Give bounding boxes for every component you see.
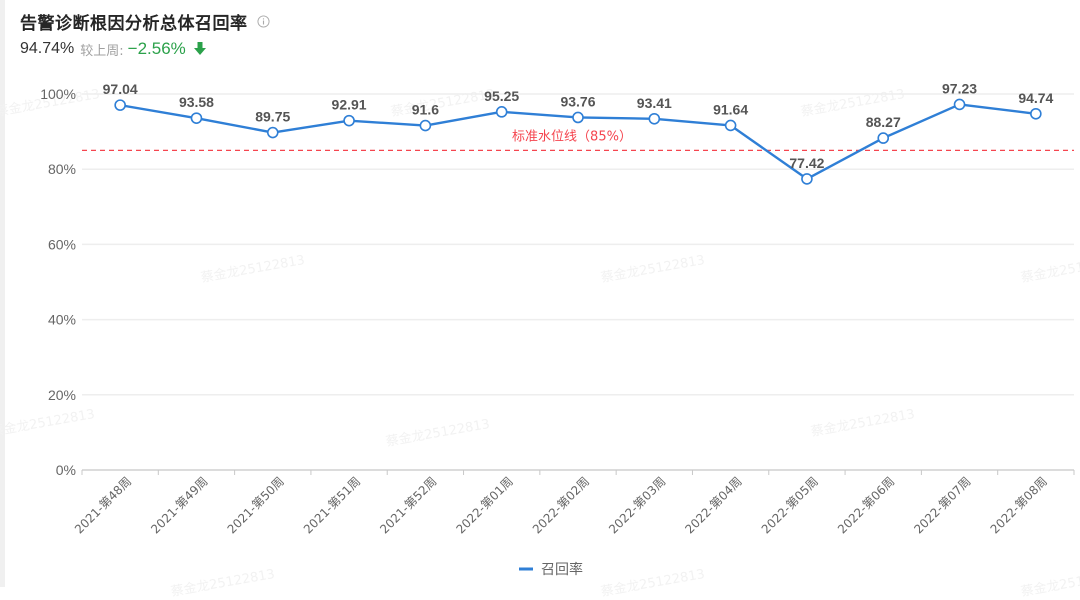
chart-header: 告警诊断根因分析总体召回率 94.74% 较上周: −2.56% [20,8,270,60]
x-tick-label: 2022-第08周 [988,474,1050,536]
data-label: 93.41 [637,95,672,111]
y-tick-label: 20% [48,387,76,403]
change-value: −2.56% [127,39,186,58]
x-tick-label: 2022-第04周 [682,474,744,536]
data-point [648,112,661,125]
data-label: 93.58 [179,94,214,110]
y-tick-label: 60% [48,236,76,252]
x-tick-label: 2021-第48周 [72,474,134,536]
data-label: 92.91 [332,97,367,113]
info-circle-icon[interactable] [256,14,270,28]
data-label: 97.23 [942,80,977,96]
data-point [419,119,432,132]
data-label: 77.42 [789,155,824,171]
data-point [724,119,737,132]
data-point [266,126,279,139]
data-point [190,112,203,124]
data-point [495,106,508,118]
x-tick-label: 2021-第52周 [377,474,439,536]
data-label: 88.27 [866,114,901,130]
x-tick-label: 2022-第02周 [530,474,592,536]
x-tick-label: 2021-第50周 [225,474,287,536]
data-point [877,132,890,144]
x-tick-label: 2021-第49周 [148,474,210,536]
data-label: 91.64 [713,101,748,117]
data-label: 89.75 [255,109,290,125]
x-tick-label: 2022-第06周 [835,474,897,536]
data-point [1030,107,1042,120]
data-label: 91.6 [412,102,439,118]
arrow-down-icon [193,42,206,55]
compare-label: 较上周: [80,43,124,59]
legend-item-label[interactable]: 召回率 [541,561,583,578]
data-point [953,98,966,111]
data-point [114,99,126,111]
x-tick-label: 2022-第03周 [606,474,668,536]
x-tick-label: 2022-第01周 [453,474,515,536]
chart-title: 告警诊断根因分析总体召回率 [20,13,248,34]
y-tick-label: 80% [48,161,76,177]
y-tick-label: 40% [48,312,76,328]
left-border-strip [0,0,5,587]
data-label: 93.76 [560,93,595,109]
data-label: 97.04 [103,81,138,97]
data-label: 94.74 [1018,90,1053,106]
data-point [801,173,813,185]
y-tick-label: 100% [40,86,76,102]
x-tick-label: 2022-第07周 [911,474,973,536]
line-chart: 0%20%40%60%80%100%2021-第48周 2021-第49周 2021… [40,80,1075,578]
current-value: 94.74% [20,40,75,57]
x-tick-label: 2021-第51周 [301,474,363,536]
data-label: 95.25 [484,88,519,104]
data-point [572,111,584,124]
x-tick-label: 2022-第05周 [759,474,821,536]
y-tick-label: 0% [56,462,76,478]
data-point [343,114,355,127]
threshold-label: 标准水位线（85%） [512,129,632,144]
